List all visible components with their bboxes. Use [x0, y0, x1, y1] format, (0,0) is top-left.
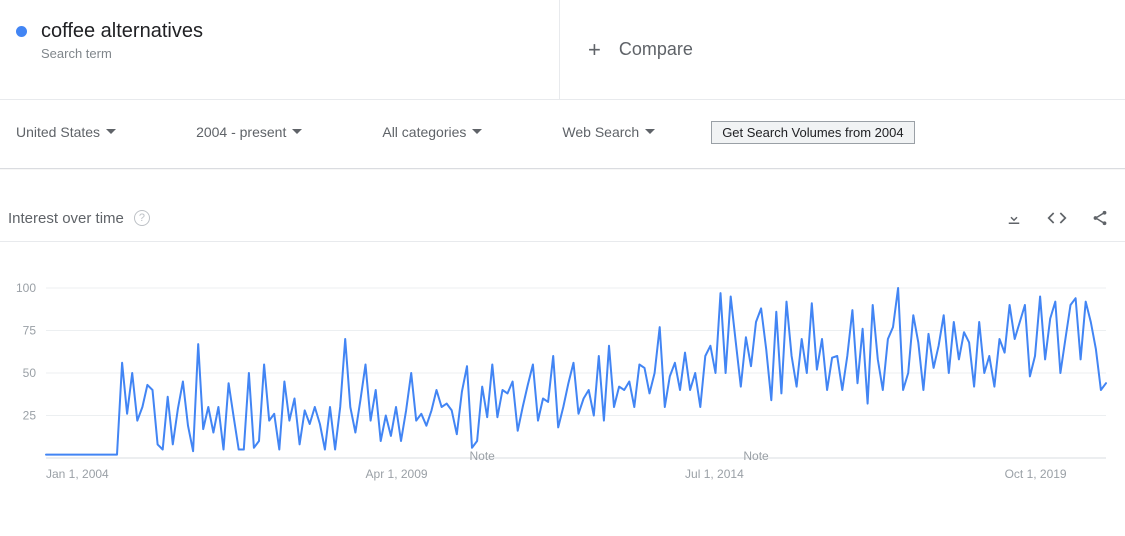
- term-subtitle: Search term: [41, 46, 203, 61]
- caret-down-icon: [292, 129, 302, 135]
- filter-time-range[interactable]: 2004 - present: [188, 120, 310, 144]
- panel-actions: [1005, 209, 1109, 227]
- caret-down-icon: [106, 129, 116, 135]
- filter-category-label: All categories: [382, 124, 466, 140]
- embed-icon[interactable]: [1047, 210, 1067, 226]
- svg-text:Jul 1, 2014: Jul 1, 2014: [685, 467, 744, 481]
- filter-category[interactable]: All categories: [374, 120, 490, 144]
- filter-time-range-label: 2004 - present: [196, 124, 286, 140]
- compare-button[interactable]: + Compare: [560, 0, 1125, 99]
- search-term-block[interactable]: coffee alternatives Search term: [0, 0, 560, 99]
- download-icon[interactable]: [1005, 209, 1023, 227]
- svg-text:Jan 1, 2004: Jan 1, 2004: [46, 467, 109, 481]
- filter-region-label: United States: [16, 124, 100, 140]
- svg-text:Oct 1, 2019: Oct 1, 2019: [1005, 467, 1067, 481]
- svg-text:75: 75: [23, 324, 37, 338]
- interest-panel: Interest over time ? 25 50 75 100 Note Note Ja…: [0, 199, 1125, 502]
- panel-header: Interest over time ?: [0, 199, 1125, 242]
- svg-text:Apr 1, 2009: Apr 1, 2009: [366, 467, 428, 481]
- help-icon[interactable]: ?: [134, 210, 150, 226]
- svg-text:100: 100: [16, 282, 36, 295]
- filter-bar: United States 2004 - present All categor…: [0, 100, 1125, 169]
- filter-search-type-label: Web Search: [562, 124, 639, 140]
- term-title: coffee alternatives: [41, 18, 203, 44]
- interest-over-time-chart: 25 50 75 100 Note Note Jan 1, 2004 Apr 1, 2009 J…: [10, 282, 1110, 492]
- filter-region[interactable]: United States: [8, 120, 124, 144]
- panel-title: Interest over time: [8, 210, 124, 227]
- top-bar: coffee alternatives Search term + Compar…: [0, 0, 1125, 100]
- svg-text:25: 25: [23, 409, 37, 423]
- caret-down-icon: [472, 129, 482, 135]
- term-text: coffee alternatives Search term: [41, 18, 203, 61]
- compare-label: Compare: [619, 39, 693, 60]
- chart-container: 25 50 75 100 Note Note Jan 1, 2004 Apr 1, 2009 J…: [0, 242, 1125, 502]
- term-color-dot: [16, 26, 27, 37]
- caret-down-icon: [645, 129, 655, 135]
- get-volumes-button[interactable]: Get Search Volumes from 2004: [711, 121, 914, 144]
- svg-text:Note: Note: [743, 449, 769, 463]
- filter-search-type[interactable]: Web Search: [554, 120, 663, 144]
- plus-icon: +: [588, 37, 601, 63]
- svg-text:50: 50: [23, 366, 37, 380]
- svg-text:Note: Note: [469, 449, 495, 463]
- share-icon[interactable]: [1091, 209, 1109, 227]
